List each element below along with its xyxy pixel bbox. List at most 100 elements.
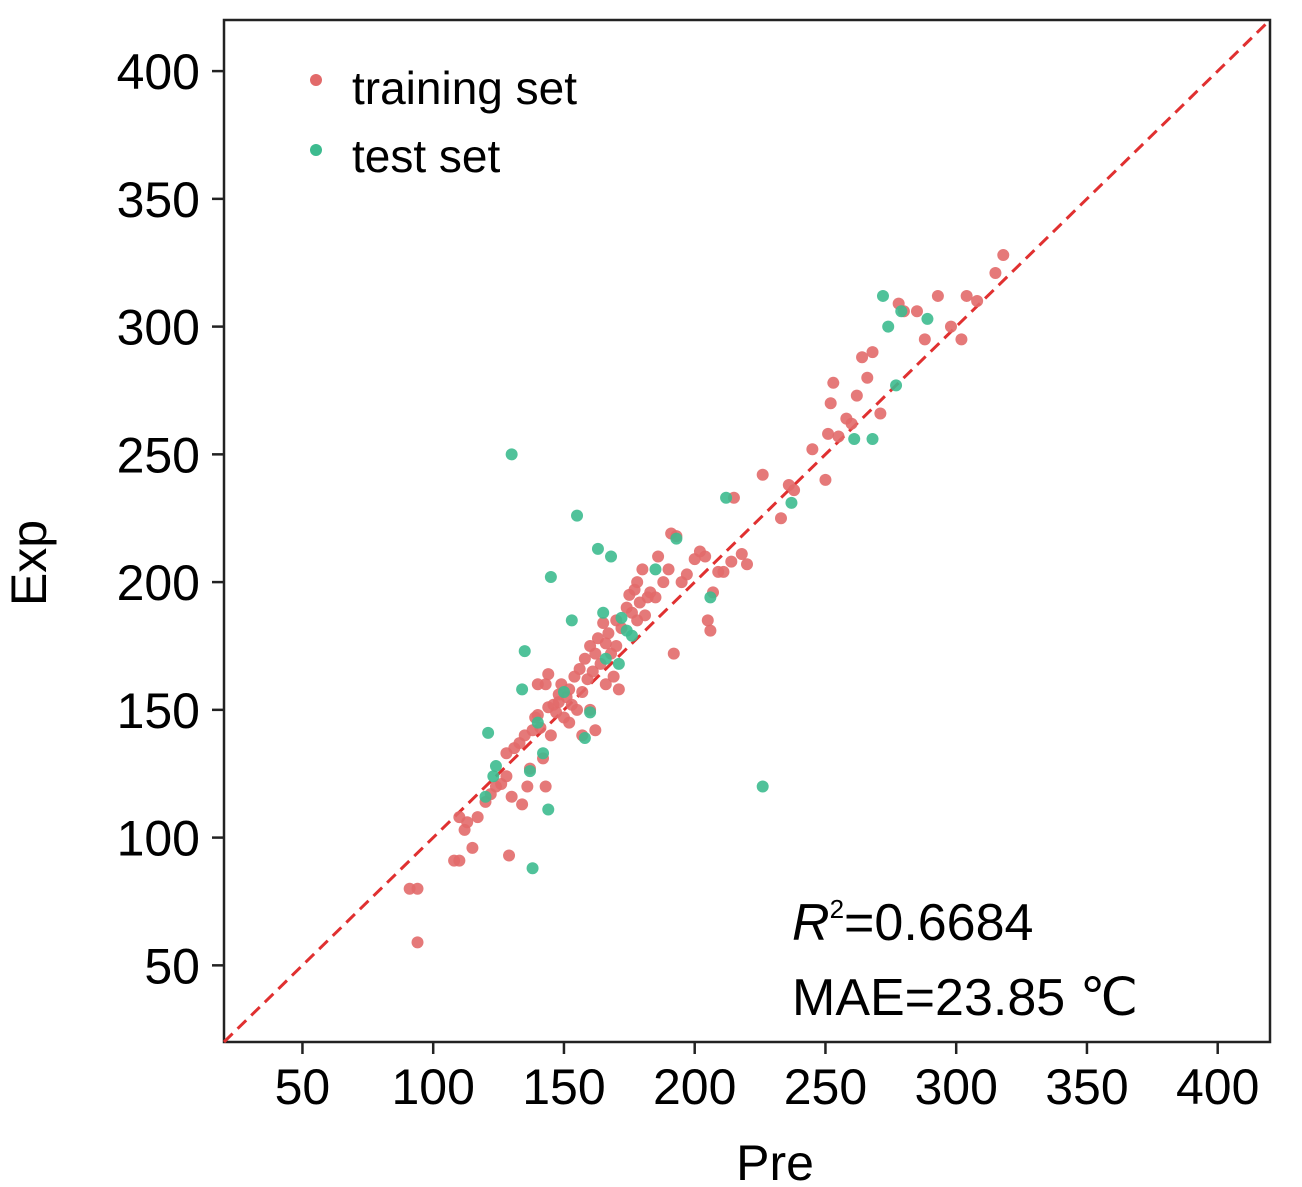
x-tick-label: 250 <box>784 1059 867 1115</box>
training-point <box>500 770 513 783</box>
test-point <box>599 652 612 665</box>
training-point <box>636 563 649 576</box>
training-point <box>756 468 769 481</box>
test-point <box>704 591 717 604</box>
test-point <box>487 770 500 783</box>
y-tick-label: 50 <box>144 938 200 994</box>
r2-symbol: R <box>792 894 830 952</box>
training-point <box>578 652 591 665</box>
x-tick-label: 150 <box>522 1059 605 1115</box>
training-point <box>576 685 589 698</box>
training-point <box>521 780 534 793</box>
training-point <box>411 882 424 895</box>
training-point <box>704 624 717 637</box>
test-point <box>482 726 495 739</box>
y-tick-label: 200 <box>117 555 200 611</box>
test-point <box>921 312 934 325</box>
legend: training set test set <box>310 62 577 182</box>
test-point <box>578 731 591 744</box>
training-set-series <box>403 249 1010 949</box>
training-point <box>667 647 680 660</box>
training-point <box>788 484 801 497</box>
training-point <box>607 670 620 683</box>
test-point <box>882 320 895 333</box>
training-point <box>874 407 887 420</box>
y-tick-label: 350 <box>117 172 200 228</box>
y-tick-label: 300 <box>117 300 200 356</box>
training-point <box>652 550 665 563</box>
test-point <box>876 289 889 302</box>
test-point <box>890 379 903 392</box>
training-point <box>735 547 748 560</box>
training-point <box>662 563 675 576</box>
training-point <box>641 591 654 604</box>
training-point <box>832 430 845 443</box>
training-point <box>471 811 484 824</box>
test-point <box>531 716 544 729</box>
training-point <box>599 637 612 650</box>
training-point <box>944 320 957 333</box>
training-point <box>918 333 931 346</box>
training-point <box>971 295 984 308</box>
training-point <box>612 683 625 696</box>
test-point <box>479 790 492 803</box>
training-point <box>827 376 840 389</box>
training-point <box>599 678 612 691</box>
training-point <box>824 397 837 410</box>
training-point <box>544 729 557 742</box>
training-point <box>586 665 599 678</box>
test-point <box>895 305 908 318</box>
test-point <box>720 491 733 504</box>
training-point <box>610 639 623 652</box>
training-point <box>717 565 730 578</box>
training-point <box>589 647 602 660</box>
test-point <box>605 550 618 563</box>
test-point <box>526 862 539 875</box>
training-point <box>960 289 973 302</box>
x-tick-label: 200 <box>653 1059 736 1115</box>
test-point <box>756 780 769 793</box>
test-point <box>544 570 557 583</box>
axis-ticks: 50 100 150 200 250 300 350 400 50 100 150 200 250 300… <box>117 44 1260 1115</box>
test-point <box>625 629 638 642</box>
test-point <box>542 803 555 816</box>
r2-value: =0.6684 <box>844 894 1033 952</box>
test-point <box>649 563 662 576</box>
training-point <box>699 550 712 563</box>
reference-line-group <box>222 18 1272 1044</box>
x-tick-label: 350 <box>1045 1059 1128 1115</box>
test-point <box>785 496 798 509</box>
test-point <box>537 747 550 760</box>
training-point <box>539 780 552 793</box>
test-point <box>670 532 683 545</box>
x-tick-label: 50 <box>275 1059 331 1115</box>
test-point <box>557 685 570 698</box>
training-point <box>466 841 479 854</box>
x-axis-title: Pre <box>736 1135 814 1187</box>
training-point <box>411 936 424 949</box>
data-points <box>403 249 1010 949</box>
test-point <box>516 683 529 696</box>
r2-text: R2=0.6684 <box>792 894 1033 952</box>
test-point <box>584 706 597 719</box>
test-point <box>597 606 610 619</box>
training-point <box>856 351 869 364</box>
training-point <box>563 716 576 729</box>
test-point <box>489 760 502 773</box>
training-point <box>819 473 832 486</box>
training-point <box>453 811 466 824</box>
r2-superscript: 2 <box>830 894 844 924</box>
training-point <box>589 724 602 737</box>
training-point <box>701 614 714 627</box>
training-point <box>597 616 610 629</box>
x-tick-label: 400 <box>1176 1059 1259 1115</box>
training-point <box>631 614 644 627</box>
test-point <box>565 614 578 627</box>
training-point <box>680 568 693 581</box>
y-tick-label: 150 <box>117 683 200 739</box>
training-point <box>531 678 544 691</box>
stats-annotation: R2=0.6684 MAE=23.85 ℃ <box>792 894 1138 1027</box>
test-set-series <box>479 289 934 875</box>
y-axis-title: Exp <box>1 520 57 606</box>
legend-label-test: test set <box>352 130 501 182</box>
